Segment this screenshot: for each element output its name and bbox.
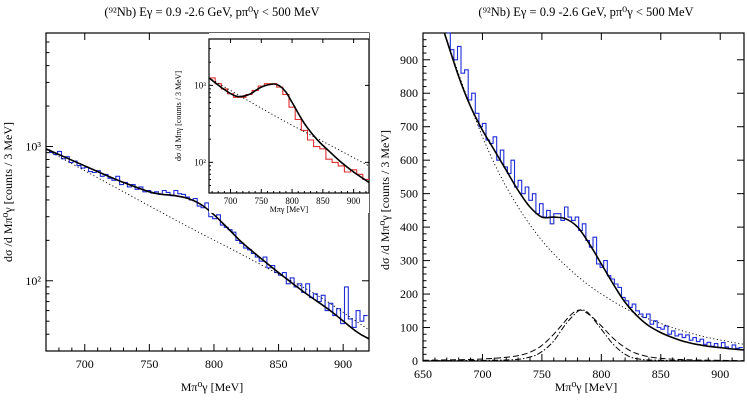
x-tick-label: 800 — [205, 357, 223, 371]
right-plot-frame — [422, 32, 745, 362]
right-title: (⁹²Nb) Eγ = 0.9 -2.6 GeV, pπ⁰γ < 500 MeV — [478, 5, 693, 19]
x-tick-label: 850 — [316, 196, 330, 206]
right-signal-dashdot-curve — [422, 309, 745, 362]
inset-fit-curve — [208, 77, 370, 184]
y-tick-label: 10² — [25, 274, 41, 288]
x-tick-label: 800 — [592, 367, 610, 381]
y-tick-label: 0 — [412, 354, 418, 368]
left-fit-curve — [45, 148, 370, 340]
inset-backdrop — [209, 33, 369, 213]
y-tick-label: 300 — [400, 254, 418, 268]
x-tick-label: 700 — [224, 196, 238, 206]
x-tick-label: 750 — [255, 196, 269, 206]
left-xlabel: Mπ⁰γ [MeV] — [181, 380, 244, 394]
y-tick-label: 600 — [400, 153, 418, 167]
y-tick-label: 700 — [400, 120, 418, 134]
x-tick-label: 650 — [414, 367, 432, 381]
x-tick-label: 800 — [285, 196, 299, 206]
right-panel: (⁹²Nb) Eγ = 0.9 -2.6 GeV, pπ⁰γ < 500 MeV… — [378, 5, 745, 394]
x-tick-label: 700 — [76, 357, 94, 371]
y-tick-label: 10² — [194, 157, 206, 167]
y-tick-label: 500 — [400, 187, 418, 201]
y-tick-label: 900 — [400, 53, 418, 67]
x-tick-label: 850 — [652, 367, 670, 381]
inset-ticks: 700 750 800 850 900 10² 10³ — [194, 38, 369, 206]
right-signal-dashed-curve — [422, 309, 745, 362]
inset-panel: 700 750 800 850 900 10² 10³ Mπγ [MeV] dσ /d Mπ… — [174, 33, 370, 214]
x-tick-label: 900 — [347, 196, 361, 206]
left-ylabel: dσ /d Mπ⁰γ [counts / 3 MeV] — [1, 122, 15, 262]
x-tick-label: 750 — [140, 357, 158, 371]
left-background-curve — [45, 149, 370, 331]
right-ylabel: dσ /d Mπ⁰γ [counts / 3 MeV] — [378, 130, 392, 270]
y-tick-label: 100 — [400, 321, 418, 335]
right-ticks: 650 700 750 800 850 900 0 100 200 300 400 500 600 700… — [400, 32, 745, 381]
y-tick-label: 400 — [400, 220, 418, 234]
y-tick-label: 800 — [400, 86, 418, 100]
inset-xlabel: Mπγ [MeV] — [270, 205, 309, 214]
inset-background-curve — [208, 77, 370, 167]
inset-ylabel: dσ /d Mπγ [counts / 3 MeV] — [174, 71, 183, 161]
left-title: (⁹²Nb) Eγ = 0.9 -2.6 GeV, pπ⁰γ < 500 MeV — [104, 5, 319, 19]
x-tick-label: 850 — [270, 357, 288, 371]
right-xlabel: Mπ⁰γ [MeV] — [555, 380, 618, 394]
x-tick-label: 900 — [711, 367, 729, 381]
inset-histogram — [209, 77, 369, 180]
x-tick-label: 900 — [334, 357, 352, 371]
y-tick-label: 10³ — [25, 139, 41, 153]
x-tick-label: 700 — [473, 367, 491, 381]
right-background-curve — [443, 32, 745, 345]
left-panel: (⁹²Nb) Eγ = 0.9 -2.6 GeV, pπ⁰γ < 500 MeV… — [1, 5, 370, 394]
y-tick-label: 200 — [400, 287, 418, 301]
left-ticks: 700 750 800 850 900 10² 10³ — [25, 32, 370, 371]
right-fit-curve — [443, 32, 745, 351]
x-tick-label: 750 — [533, 367, 551, 381]
y-tick-label: 10³ — [194, 80, 206, 90]
right-histogram — [446, 32, 743, 350]
